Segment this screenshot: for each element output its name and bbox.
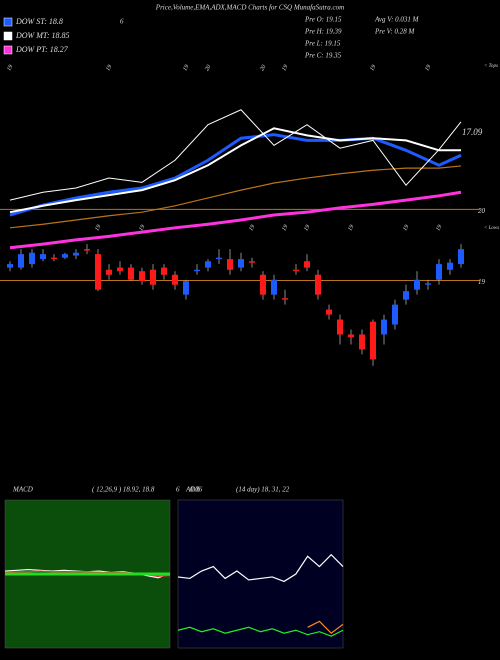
- low-label: 19: [303, 224, 311, 232]
- lows-label: < Lows: [484, 226, 499, 231]
- candle-body: [216, 257, 222, 260]
- legend-extra: 6: [120, 18, 124, 26]
- candle-body: [7, 264, 13, 268]
- candle-body: [227, 259, 233, 270]
- candle-body: [29, 252, 35, 265]
- candle-body: [414, 279, 420, 290]
- legend-swatch: [3, 45, 13, 55]
- candle-body: [84, 249, 90, 251]
- low-label: 19: [138, 224, 146, 232]
- candle-body: [260, 274, 266, 295]
- candle-body: [106, 269, 112, 275]
- candle-body: [304, 261, 310, 268]
- candle-body: [293, 269, 299, 272]
- candle-body: [128, 267, 134, 280]
- macd-panel: MACD ( 12,26,9 ) 18.92, 18.8 6: [4, 486, 180, 649]
- panel-title: ADX: [185, 486, 200, 494]
- candle-body: [51, 257, 57, 260]
- top-label: 19: [6, 64, 14, 72]
- top-label: 19: [182, 64, 190, 72]
- candle-body: [436, 264, 442, 280]
- y-tick-label: 20: [478, 207, 486, 215]
- candle-body: [425, 283, 431, 285]
- ema-line: [9, 190, 462, 250]
- stat: Avg V: 0.031 M: [374, 16, 420, 24]
- legend-label: DOW PT: 18.27: [15, 45, 69, 54]
- candle-body: [18, 254, 24, 268]
- ema-line: [9, 109, 462, 201]
- candle-body: [359, 334, 365, 350]
- main-chart: 20 19 < Tops < Lows 17.09 19 19 19 19 19 20 19 20 19 1…: [0, 64, 499, 366]
- top-label: 19: [105, 64, 113, 72]
- stat: Pre V: 0.28 M: [374, 28, 415, 36]
- ema-line: [9, 133, 462, 217]
- candle-body: [161, 267, 167, 275]
- candle-body: [62, 254, 68, 258]
- panel-subtitle: 0.06: [190, 486, 203, 494]
- panel-title: MACD: [12, 486, 33, 494]
- candle-body: [392, 304, 398, 325]
- tops-label: < Tops: [484, 64, 498, 69]
- indicator-line: [177, 626, 344, 637]
- low-label: 19: [248, 224, 256, 232]
- low-label: 19: [281, 224, 289, 232]
- candle-body: [249, 261, 255, 263]
- legend-label: DOW MT: 18.85: [15, 31, 70, 40]
- low-label: 19: [402, 224, 410, 232]
- candle-body: [172, 274, 178, 285]
- candle-body: [447, 262, 453, 270]
- candle-body: [205, 261, 211, 268]
- candle-body: [403, 291, 409, 300]
- panel-subtitle: ( 12,26,9 ) 18.92, 18.8: [92, 486, 155, 494]
- candle-body: [381, 319, 387, 335]
- indicator-line: [307, 620, 344, 634]
- panel-extra: 6: [176, 486, 180, 494]
- candle-body: [73, 252, 79, 256]
- top-label: 20: [259, 64, 267, 72]
- legend-label: DOW ST: 18.8: [15, 17, 63, 26]
- legend-swatch: [3, 17, 13, 27]
- candle-body: [150, 269, 156, 285]
- stat: Pre O: 19.15: [304, 16, 342, 24]
- annotation: 17.09: [462, 127, 483, 137]
- candle-body: [139, 271, 145, 282]
- top-label: 19: [281, 64, 289, 72]
- candle-body: [194, 269, 200, 272]
- low-label: 19: [435, 224, 443, 232]
- indicator-line: [177, 553, 344, 583]
- y-tick-label: 19: [478, 278, 486, 286]
- stat: Pre H: 19.39: [304, 28, 342, 36]
- ema-line: [9, 127, 461, 214]
- top-label: 20: [204, 64, 212, 72]
- top-label: 19: [424, 64, 432, 72]
- candle-body: [271, 279, 277, 295]
- top-label: 19: [369, 64, 377, 72]
- candle-body: [458, 249, 464, 265]
- legend-swatch: [3, 31, 13, 41]
- panel-background: [177, 499, 344, 649]
- ema-line: [9, 165, 462, 229]
- candle-body: [282, 298, 288, 300]
- panel-note: (14 day) 18, 31, 22: [236, 486, 290, 494]
- candle-body: [117, 267, 123, 272]
- candle-body: [370, 321, 376, 360]
- stat: Pre C: 19.35: [304, 52, 342, 60]
- candle-body: [183, 281, 189, 295]
- candle-body: [95, 254, 101, 290]
- title: Price,Volume,EMA,ADX,MACD Charts for CSQ…: [155, 4, 344, 12]
- stat: Pre L: 19.15: [304, 40, 341, 48]
- candle-body: [337, 319, 343, 335]
- candle-body: [238, 259, 244, 268]
- candle-body: [348, 334, 354, 338]
- candle-body: [315, 274, 321, 295]
- low-label: 19: [347, 224, 355, 232]
- low-label: 19: [94, 224, 102, 232]
- candle-body: [326, 309, 332, 315]
- candle-body: [40, 254, 46, 260]
